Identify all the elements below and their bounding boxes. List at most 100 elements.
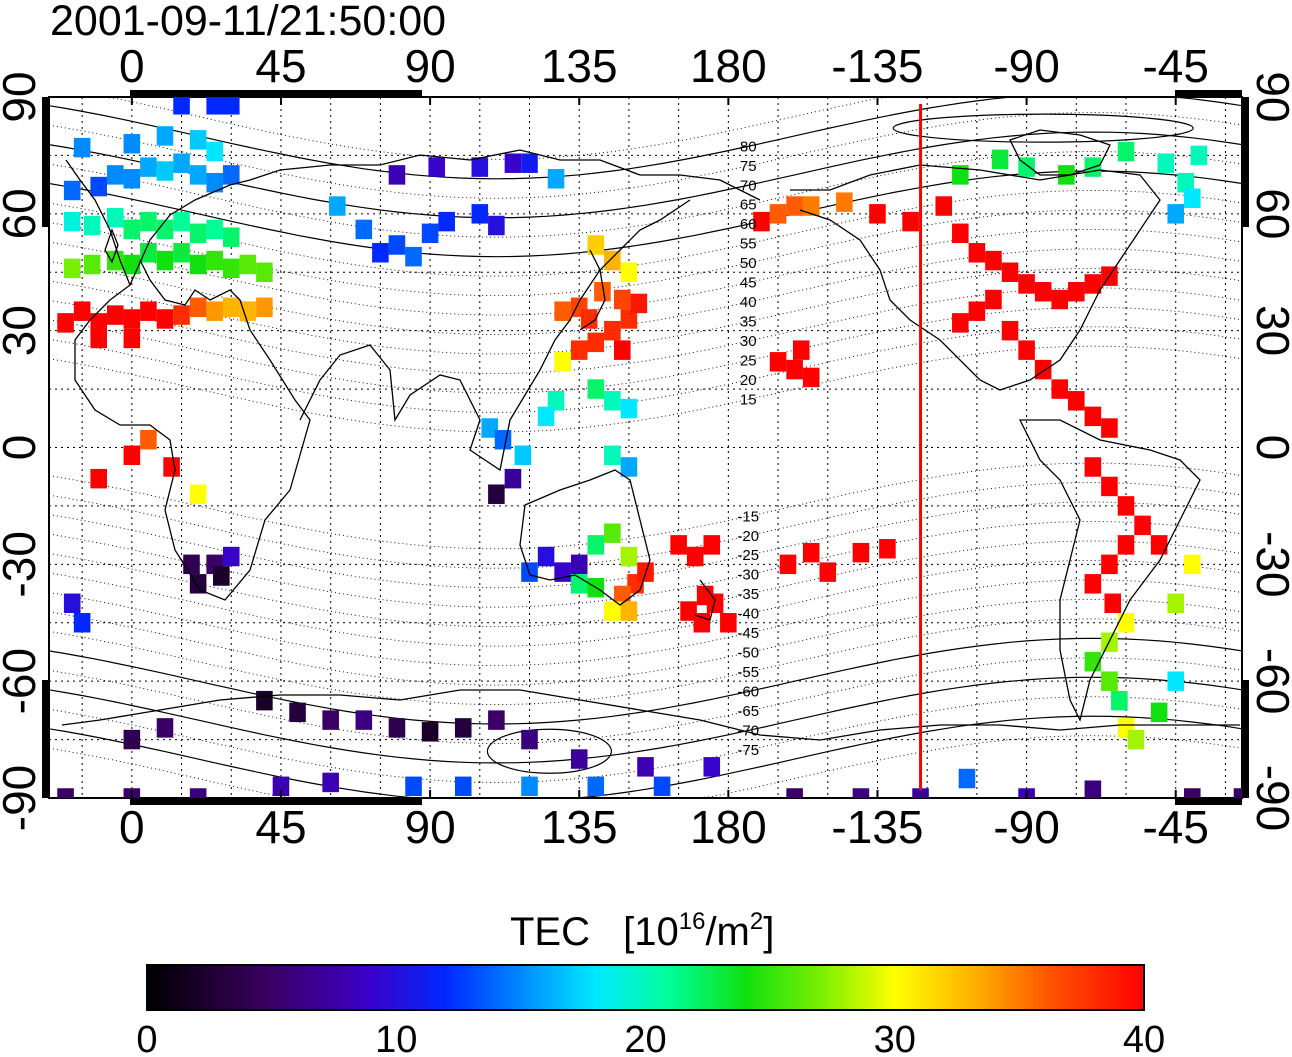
- tec-cell: [1084, 457, 1102, 477]
- tec-cell: [570, 574, 588, 594]
- tec-cell: [693, 613, 711, 633]
- tec-cell: [63, 593, 81, 614]
- tec-cell: [779, 554, 797, 575]
- colorbar-tick-label: 10: [375, 1019, 417, 1057]
- geomag-contour: [49, 676, 1242, 764]
- tec-cell: [1134, 515, 1151, 536]
- geomag-contour: [49, 598, 1242, 686]
- tec-cell: [106, 165, 124, 185]
- tec-cell: [123, 219, 141, 240]
- tec-cell: [90, 176, 107, 197]
- geomag-label: -20: [737, 528, 759, 545]
- tec-cell: [106, 207, 124, 228]
- tec-cell: [1150, 535, 1168, 555]
- lon-tick-bottom: 45: [255, 801, 306, 853]
- tec-cell: [604, 601, 621, 621]
- tec-cell: [173, 211, 190, 232]
- tec-cell: [1001, 262, 1019, 282]
- tec-cell: [123, 729, 141, 750]
- tec-cell: [1127, 729, 1145, 750]
- tec-cell: [1150, 702, 1168, 723]
- tec-cell: [852, 788, 870, 798]
- lon-tick-top: 0: [119, 40, 145, 92]
- tec-cell: [289, 702, 306, 723]
- tec-cell: [222, 546, 240, 567]
- tec-cell: [206, 301, 223, 321]
- lon-tick-top: -135: [831, 40, 923, 92]
- lon-tick-bottom: 90: [405, 801, 456, 853]
- tec-cell: [521, 729, 538, 750]
- tec-cell: [570, 749, 588, 769]
- tec-cell: [471, 157, 489, 177]
- lat-tick-right: -30: [1247, 531, 1292, 597]
- tec-cell: [580, 309, 598, 329]
- tec-cell: [322, 772, 339, 793]
- tec-cell: [1034, 281, 1052, 302]
- geomag-contour: [49, 618, 1242, 705]
- geomag-contour: [49, 715, 1242, 798]
- coast-greenland: [1009, 129, 1111, 176]
- tec-cell: [958, 768, 976, 789]
- tec-cell: [481, 418, 499, 438]
- tec-cell: [594, 281, 611, 302]
- coastlines: [61, 129, 1240, 741]
- tec-cell: [554, 352, 571, 372]
- tec-cell: [1084, 406, 1102, 427]
- frame-accent-bars: [42, 90, 1249, 805]
- tec-cell: [140, 243, 157, 263]
- longitude-ticks-bottom: 0 45 90 135 180 -135 -90 -45: [119, 790, 1209, 853]
- geomag-label: 70: [740, 177, 757, 194]
- tec-cell: [57, 313, 74, 333]
- geomag-contour: [49, 462, 1242, 550]
- geomag-contour: [49, 306, 1242, 394]
- tec-cell: [222, 297, 240, 318]
- geomag-label: 40: [740, 294, 757, 311]
- tec-cell: [156, 219, 174, 240]
- tec-cell: [604, 523, 621, 543]
- latitude-ticks-left: 90 60 30 0 -30 -60 -90: [0, 71, 45, 831]
- tec-cell: [968, 301, 986, 321]
- coast-uk: [104, 228, 119, 264]
- tec-cell: [1111, 690, 1128, 711]
- geomag-label: 50: [740, 255, 757, 272]
- tec-cell: [1068, 391, 1085, 411]
- tec-cell: [1157, 153, 1175, 173]
- tec-cell: [1117, 496, 1135, 516]
- geomag-label: -55: [737, 664, 759, 681]
- tec-cell: [1018, 340, 1035, 360]
- lat-tick-left: 30: [0, 305, 45, 356]
- tec-cell: [570, 340, 588, 360]
- lon-tick-bottom: 135: [541, 801, 618, 853]
- tec-cell: [206, 172, 223, 193]
- tec-cell: [836, 192, 853, 212]
- tec-cell: [604, 250, 621, 271]
- lon-tick-top: 180: [690, 40, 767, 92]
- tec-cell: [222, 227, 240, 247]
- tec-cell: [670, 535, 687, 555]
- geomag-contour: [49, 559, 1242, 647]
- tec-cell: [173, 153, 190, 173]
- geomag-contour: [49, 540, 1242, 628]
- tec-cell: [1167, 671, 1185, 691]
- lon-tick-bottom: -135: [831, 801, 923, 853]
- tec-cell: [189, 297, 207, 318]
- tec-cell: [90, 328, 107, 349]
- lat-tick-right: 90: [1247, 71, 1292, 122]
- tec-cell: [1034, 359, 1052, 380]
- lon-tick-bottom: -45: [1142, 801, 1208, 853]
- tec-cell: [753, 211, 770, 232]
- lat-tick-left: 0: [0, 435, 45, 461]
- tec-cell: [852, 542, 870, 563]
- tec-cell: [73, 301, 91, 321]
- tec-cell: [222, 97, 240, 115]
- tec-cell: [438, 211, 455, 232]
- tec-cell: [802, 367, 820, 388]
- tec-cell: [802, 542, 820, 563]
- geomag-label: 65: [740, 197, 757, 214]
- tec-cell: [587, 379, 605, 399]
- tec-cell: [213, 566, 230, 586]
- tec-cell: [123, 169, 141, 189]
- tec-cell: [547, 169, 565, 189]
- colorbar-title: TEC [1016/m2]: [510, 908, 774, 954]
- tec-cell: [902, 211, 919, 232]
